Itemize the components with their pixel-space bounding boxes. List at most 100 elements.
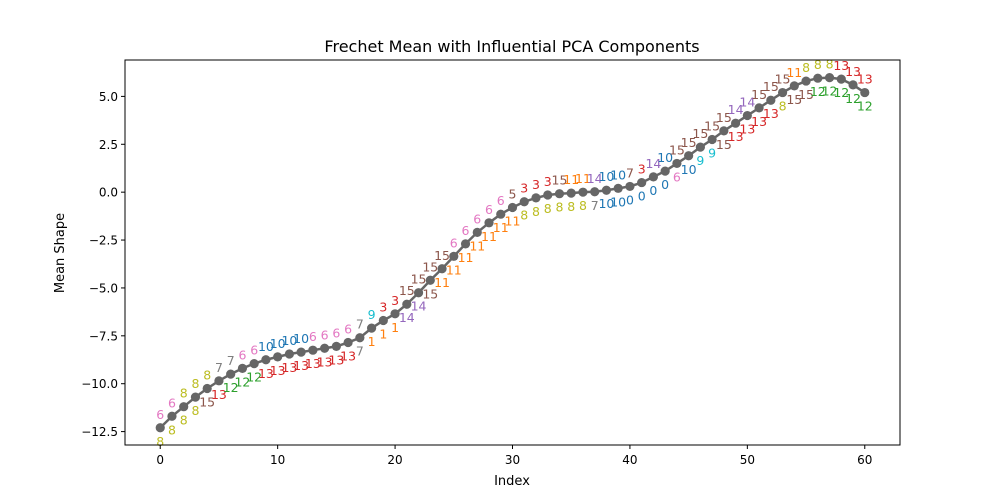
lower-component-label: 11 — [458, 250, 474, 265]
upper-component-label: 10 — [258, 339, 274, 354]
upper-component-label: 10 — [598, 169, 614, 184]
lower-component-label: 10 — [681, 162, 697, 177]
lower-component-label: 7 — [591, 198, 599, 213]
lower-component-label: 11 — [481, 229, 497, 244]
upper-component-label: 6 — [450, 235, 458, 250]
data-point — [449, 251, 459, 261]
lower-component-label: 13 — [728, 129, 744, 144]
lower-component-label: 15 — [716, 137, 732, 152]
data-point — [719, 126, 729, 136]
y-tick-label: 0.0 — [99, 186, 118, 200]
data-point — [648, 172, 659, 182]
upper-component-label: 15 — [681, 135, 697, 150]
lower-component-label: 12 — [810, 84, 826, 99]
data-point — [261, 355, 271, 365]
upper-component-label: 14 — [587, 171, 603, 186]
data-point — [519, 197, 529, 207]
lower-component-label: 8 — [567, 199, 575, 214]
data-point — [226, 369, 236, 379]
data-point — [273, 352, 283, 362]
lower-component-label: 13 — [317, 354, 333, 369]
data-point — [684, 151, 694, 161]
data-point — [566, 188, 576, 198]
lower-component-label: 13 — [270, 363, 286, 378]
upper-component-label: 7 — [227, 353, 235, 368]
lower-component-label: 1 — [391, 320, 399, 335]
upper-component-label: 3 — [379, 299, 387, 314]
lower-component-label: 15 — [786, 92, 802, 107]
lower-component-label: 12 — [845, 91, 861, 106]
upper-component-label: 14 — [739, 95, 755, 110]
lower-component-label: 13 — [258, 366, 274, 381]
upper-component-label: 3 — [391, 293, 399, 308]
x-axis-label: Index — [494, 474, 530, 489]
lower-component-label: 0 — [661, 177, 669, 192]
lower-component-label: 13 — [763, 106, 779, 121]
y-tick-label: −7.5 — [89, 329, 118, 343]
data-point — [707, 134, 717, 145]
data-point — [813, 73, 823, 83]
y-tick-label: 2.5 — [99, 138, 118, 152]
x-tick-label: 0 — [156, 453, 164, 467]
upper-component-label: 3 — [532, 177, 540, 192]
data-point — [531, 193, 541, 203]
lower-component-label: 12 — [234, 374, 250, 389]
upper-component-label: 8 — [826, 57, 834, 72]
data-point — [543, 190, 553, 200]
lower-component-label: 11 — [434, 275, 450, 290]
lower-component-label: 6 — [673, 169, 681, 184]
chart-title: Frechet Mean with Influential PCA Compon… — [324, 37, 699, 56]
data-point — [284, 349, 294, 359]
data-point — [484, 218, 494, 228]
lower-component-label: 8 — [555, 200, 563, 215]
upper-component-label: 11 — [786, 65, 802, 80]
upper-component-label: 13 — [845, 64, 861, 79]
x-tick-label: 40 — [622, 453, 637, 467]
upper-component-label: 15 — [411, 272, 427, 287]
lower-component-label: 13 — [211, 387, 227, 402]
data-point — [554, 189, 565, 199]
lower-component-label: 0 — [638, 189, 646, 204]
lower-component-label: 12 — [223, 380, 239, 395]
data-point — [860, 87, 870, 98]
lower-component-label: 1 — [379, 326, 387, 341]
data-point — [496, 209, 506, 219]
lower-component-label: 11 — [469, 238, 485, 253]
lower-component-label: 11 — [446, 262, 462, 277]
data-point — [789, 81, 799, 91]
data-point — [801, 76, 811, 86]
upper-component-label: 6 — [344, 322, 352, 337]
lower-component-label: 9 — [696, 153, 704, 168]
lower-component-label: 15 — [798, 87, 814, 102]
lower-component-label: 13 — [340, 349, 356, 364]
upper-component-label: 7 — [626, 165, 634, 180]
upper-component-label: 15 — [669, 142, 685, 157]
data-point — [366, 323, 377, 333]
lower-component-label: 8 — [579, 198, 587, 213]
x-tick-label: 60 — [857, 453, 872, 467]
y-tick-label: −5.0 — [89, 281, 118, 295]
lower-component-label: 8 — [168, 422, 176, 437]
x-tick-label: 30 — [505, 453, 520, 467]
x-tick-label: 50 — [740, 453, 755, 467]
lower-component-label: 12 — [246, 370, 262, 385]
upper-component-label: 6 — [332, 325, 340, 340]
upper-component-label: 6 — [309, 329, 317, 344]
data-point — [731, 118, 741, 128]
upper-component-label: 14 — [728, 102, 744, 117]
lower-component-label: 0 — [649, 183, 657, 198]
lower-component-label: 8 — [180, 413, 188, 428]
upper-component-label: 13 — [833, 58, 849, 73]
upper-component-label: 6 — [497, 193, 505, 208]
lower-component-label: 11 — [505, 213, 521, 228]
upper-component-label: 3 — [638, 162, 646, 177]
data-point — [167, 411, 177, 421]
data-point — [660, 166, 670, 176]
lower-component-label: 13 — [305, 356, 321, 371]
upper-component-label: 6 — [238, 347, 246, 362]
upper-component-label: 8 — [191, 376, 199, 391]
upper-component-label: 7 — [356, 317, 364, 332]
lower-component-label: 10 — [610, 194, 626, 209]
